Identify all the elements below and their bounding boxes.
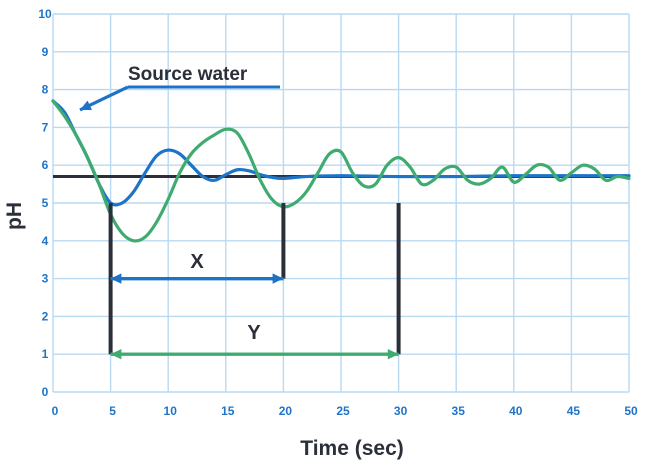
source-water-arrow-head	[80, 100, 92, 110]
y-tick-label-3: 3	[42, 272, 49, 286]
y-tick-label-6: 6	[42, 158, 49, 172]
x-tick-label-0: 0	[52, 404, 59, 418]
series-line-2	[51, 99, 631, 243]
y-tick-label-0: 0	[42, 385, 49, 399]
x-tick-label-50: 50	[624, 404, 638, 418]
y-interval-label: Y	[247, 322, 261, 344]
y-tick-label-10: 10	[38, 7, 52, 21]
x-tick-label-30: 30	[394, 404, 408, 418]
x-interval-label: X	[190, 251, 204, 273]
x-axis-label: Time (sec)	[300, 437, 404, 460]
y-tick-label-7: 7	[42, 120, 49, 134]
source-water-label: Source water	[128, 64, 248, 85]
annotation-layer	[79, 85, 401, 360]
y-axis-label: pH	[3, 202, 26, 230]
x-tick-label-35: 35	[452, 404, 466, 418]
y-tick-label-5: 5	[42, 196, 49, 210]
y-tick-label-8: 8	[42, 83, 49, 97]
y-tick-label-2: 2	[42, 309, 49, 323]
x-tick-label-10: 10	[164, 404, 178, 418]
x-tick-label-15: 15	[221, 404, 235, 418]
x-tick-label-5: 5	[109, 404, 116, 418]
y-arrow-right-head	[387, 348, 399, 360]
x-arrow-right-head	[272, 273, 284, 284]
x-tick-label-20: 20	[279, 404, 293, 418]
y-tick-label-1: 1	[42, 347, 49, 361]
y-tick-label-4: 4	[42, 234, 49, 248]
x-tick-label-45: 45	[567, 404, 581, 418]
x-tick-label-40: 40	[509, 404, 523, 418]
x-tick-label-25: 25	[336, 404, 350, 418]
y-tick-label-9: 9	[42, 45, 49, 59]
series-layer	[51, 99, 631, 243]
